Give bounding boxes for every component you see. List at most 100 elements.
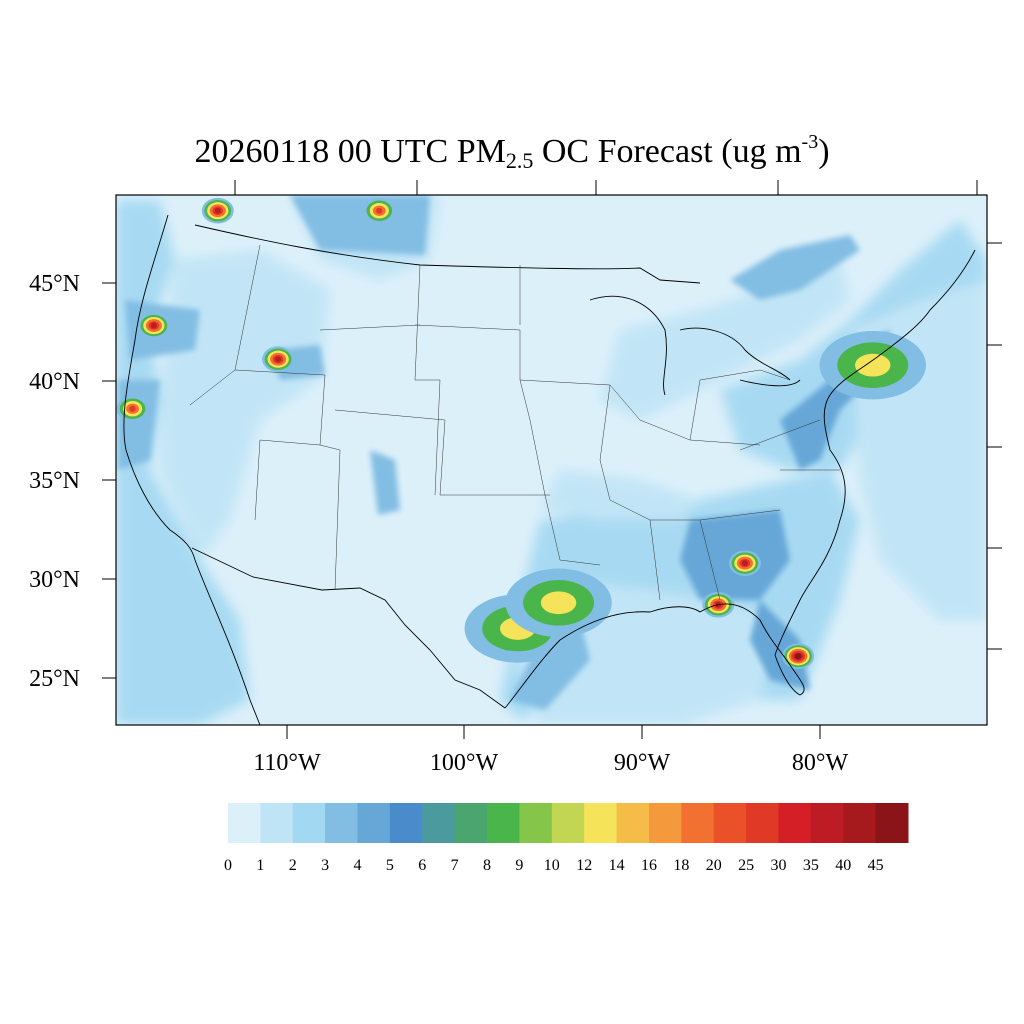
band-northeast-ridge (730, 235, 860, 300)
state-line-12 (739, 419, 840, 471)
hotspot-south-florida (795, 653, 802, 660)
colorbar-label: 0 (224, 857, 232, 874)
colorbar-label: 2 (289, 857, 297, 874)
colorbar-label: 12 (576, 857, 592, 874)
haze-great-lakes (600, 260, 850, 420)
map-outlines (123, 214, 976, 725)
hotspot-utah (275, 356, 282, 363)
haze-west-interior (160, 250, 330, 560)
colorbar-label: 1 (256, 857, 264, 874)
lat-label-35: 35°N (29, 468, 80, 494)
title-prefix: 20260118 00 UTC PM (194, 133, 506, 170)
west-coastline (123, 214, 196, 561)
hotspot-sierra (129, 405, 136, 412)
lat-label-40: 40°N (29, 369, 80, 395)
latitude-axis: 45°N 40°N 35°N 30°N 25°N (29, 271, 80, 692)
colorbar-swatch (681, 803, 715, 843)
tick-marks (102, 180, 1002, 739)
state-line-8 (599, 384, 781, 521)
state-boundaries (189, 244, 840, 601)
colorbar-swatch (616, 803, 650, 843)
state-line-5 (334, 409, 550, 496)
haze-midwest-band (540, 470, 700, 520)
figure-title: 20260118 00 UTC PM2.5 OC Forecast (ug m-… (0, 118, 1024, 185)
colorbar-label: 6 (418, 857, 426, 874)
colorbar-swatch (713, 803, 747, 843)
band-texas-coast (510, 620, 590, 710)
colorbar-swatch (487, 803, 520, 843)
colorbar-label: 9 (515, 857, 523, 874)
title-subscript: 2.5 (505, 148, 534, 173)
lon-label-100: 100°W (430, 750, 499, 776)
colorbar-label: 20 (706, 857, 722, 874)
colorbar-swatch (810, 803, 844, 843)
state-line-9 (649, 519, 721, 601)
colorbar-swatch (843, 803, 877, 843)
map-frame (115, 194, 988, 726)
lon-label-80: 80°W (792, 750, 849, 776)
colorbar-swatch (292, 803, 326, 843)
lon-label-110: 110°W (253, 750, 321, 776)
title-superscript: -3 (801, 131, 819, 153)
plume-louisiana (540, 591, 577, 615)
colorbar-swatch (389, 803, 423, 843)
colorbar-swatch (260, 803, 294, 843)
colorbar-label: 30 (770, 857, 786, 874)
colorbar-label: 16 (641, 857, 657, 874)
lat-label-45: 45°N (29, 271, 80, 297)
colorbar: 0 1 2 3 4 5 6 7 8 9 10 12 14 16 18 20 25 30 35 40 45 (224, 803, 909, 874)
plume-new-york (855, 353, 891, 377)
colorbar-swatch (778, 803, 812, 843)
colorbar-label: 35 (803, 857, 819, 874)
gulf-coastline (504, 603, 805, 709)
country-border-north (194, 224, 701, 284)
colorbar-swatch (519, 803, 553, 843)
colorbar-label: 5 (386, 857, 394, 874)
state-line-11 (689, 369, 791, 441)
longitude-axis: 110°W 100°W 90°W 80°W (253, 750, 848, 776)
colorbar-swatch (648, 803, 682, 843)
colorbar-swatch (422, 803, 456, 843)
band-colorado (370, 450, 400, 515)
hotspot-layer (116, 197, 926, 670)
country-border-south (191, 547, 506, 709)
lat-label-30: 30°N (29, 567, 80, 593)
lon-label-90: 90°W (614, 750, 671, 776)
colorbar-swatch (746, 803, 779, 843)
colorbar-label: 18 (673, 857, 689, 874)
state-line-6 (414, 324, 601, 566)
colorbar-label: 3 (321, 857, 329, 874)
colorbar-label: 10 (544, 857, 560, 874)
hotspot-oregon-coast (150, 322, 157, 329)
title-suffix: ) (818, 133, 830, 170)
baja-coastline (194, 559, 261, 725)
state-line-10 (319, 265, 521, 331)
smoke-plume-canada (376, 207, 383, 214)
title-middle: OC Forecast (ug m (533, 133, 802, 170)
state-line-7 (519, 379, 761, 446)
colorbar-swatch (454, 803, 488, 843)
lat-label-25: 25°N (29, 666, 80, 692)
colorbar-swatch (875, 803, 909, 843)
great-lakes-outline (589, 295, 801, 396)
hotspot-washington (214, 207, 221, 214)
colorbar-label: 45 (868, 857, 884, 874)
colorbar-label: 4 (354, 857, 362, 874)
colorbar-swatch (325, 803, 359, 843)
colorbar-label: 7 (451, 857, 459, 874)
colorbar-label: 14 (609, 857, 625, 874)
colorbar-swatch (551, 803, 585, 843)
colorbar-swatch (357, 803, 391, 843)
colorbar-label: 25 (738, 857, 754, 874)
east-coastline (774, 249, 976, 656)
colorbar-label: 8 (483, 857, 491, 874)
colorbar-swatch (228, 803, 261, 843)
concentration-field (116, 195, 987, 725)
state-line-4 (414, 264, 441, 496)
colorbar-label: 40 (835, 857, 851, 874)
state-line-3 (254, 439, 321, 521)
hotspot-georgia (741, 560, 748, 567)
colorbar-swatch (584, 803, 618, 843)
